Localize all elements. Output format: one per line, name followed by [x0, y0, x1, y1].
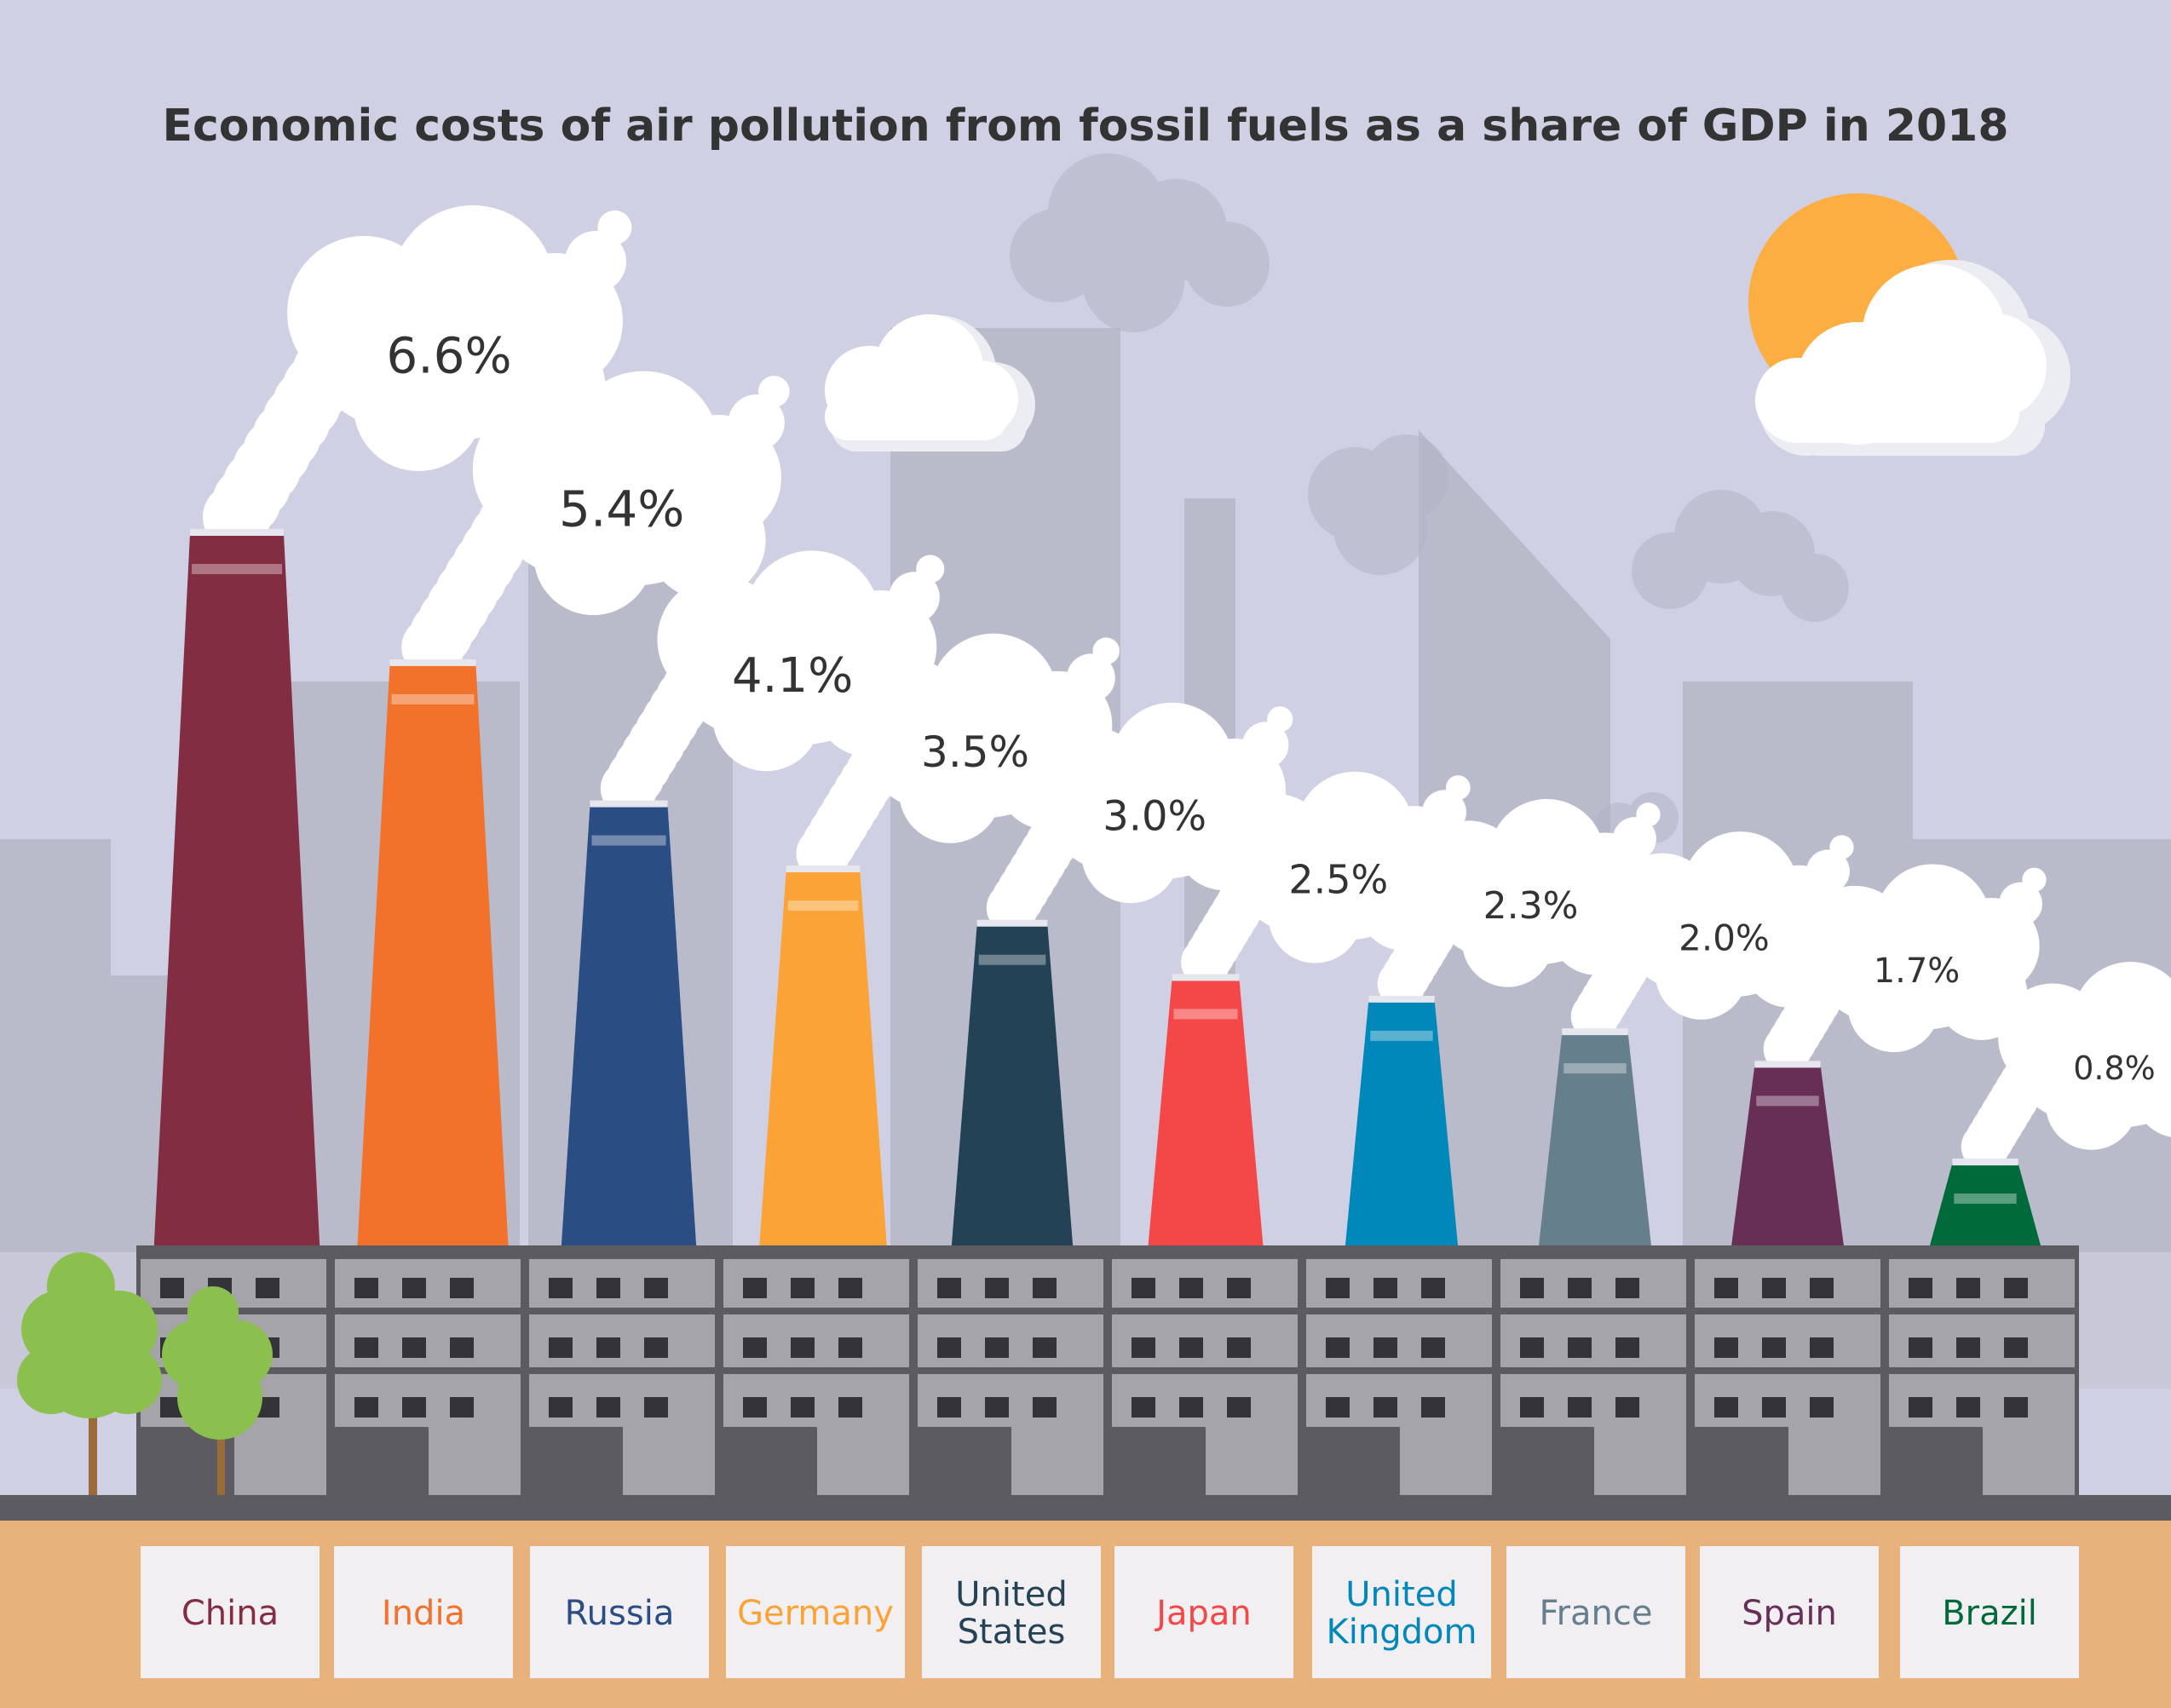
- chimney-cap: [190, 529, 284, 536]
- chimney-bar: [561, 805, 697, 1251]
- chimney-cap: [389, 658, 476, 666]
- chimney-bar: [758, 871, 888, 1251]
- chart-title: Economic costs of air pollution from fos…: [162, 101, 2008, 152]
- country-label: France: [1539, 1594, 1652, 1633]
- chimney-band: [591, 835, 666, 846]
- factory-building: [1885, 1252, 2079, 1495]
- chimney-band: [391, 693, 475, 704]
- value-label: 2.0%: [1679, 917, 1770, 958]
- factory-building: [1302, 1252, 1496, 1495]
- trees: [17, 1252, 273, 1495]
- chimney-bar: [1345, 1000, 1459, 1251]
- chimney-band: [978, 954, 1046, 965]
- country-label: India: [382, 1594, 465, 1633]
- factory-roof: [136, 1245, 2079, 1254]
- chimney-cap: [1172, 974, 1240, 981]
- country-label-box: [530, 1546, 709, 1678]
- chimney-cap: [786, 866, 861, 873]
- factory-building: [525, 1252, 719, 1495]
- chimney-bar: [1538, 1033, 1652, 1251]
- smoke-cloud-icon: [986, 702, 1293, 934]
- smoke-cloud-icon: [1763, 864, 2047, 1073]
- ground-line: [0, 1495, 2171, 1521]
- chimney-cap: [1368, 995, 1435, 1003]
- country-label: China: [181, 1594, 279, 1633]
- chimney-band: [192, 564, 282, 574]
- chimney-bar: [1148, 979, 1264, 1251]
- value-label: 5.4%: [559, 480, 684, 538]
- chimney-band: [1370, 1030, 1433, 1041]
- country-label-box: [726, 1546, 905, 1678]
- country-label: Japan: [1154, 1594, 1252, 1633]
- factory-building: [913, 1252, 1108, 1495]
- chimney-band: [1173, 1009, 1238, 1020]
- cloud-icon: [1755, 260, 2070, 456]
- chimney-cap: [1754, 1061, 1821, 1068]
- chimney-bar: [1928, 1164, 2042, 1251]
- chimney-bar: [153, 534, 320, 1251]
- smoke-cloud-icon: [1377, 798, 1661, 1009]
- value-labels: 6.6% 5.4% 4.1% 3.5% 3.0% 2.5% 2.3% 2.0% 1.7% 0.8%: [386, 326, 2155, 1087]
- factory-building: [1690, 1252, 1885, 1495]
- chimney-layer: [153, 529, 2042, 1251]
- country-label-box: [1700, 1546, 1879, 1678]
- chimney-cap: [590, 800, 668, 808]
- chimney-cap: [1562, 1028, 1628, 1036]
- smoke-cloud-icon: [1961, 962, 2171, 1171]
- country-label-box: [1312, 1546, 1491, 1678]
- value-label: 1.7%: [1874, 952, 1961, 991]
- smoke-cloud-icon: [1181, 771, 1471, 987]
- country-label: Germany: [737, 1594, 894, 1633]
- chimney-bar: [357, 664, 509, 1251]
- smoke-cloud-icon: [1570, 831, 1854, 1041]
- value-label: 0.8%: [2073, 1050, 2156, 1087]
- chimney-bar: [951, 924, 1074, 1251]
- chimney-bar: [1730, 1066, 1845, 1251]
- chimney-cap: [976, 919, 1048, 927]
- chimney-band: [787, 900, 859, 912]
- factory-building: [331, 1252, 525, 1495]
- value-label: 6.6%: [386, 326, 511, 384]
- country-label-box: [141, 1546, 320, 1678]
- factory-building: [1496, 1252, 1690, 1495]
- country-label-box: [334, 1546, 513, 1678]
- country-label-box: [922, 1546, 1101, 1678]
- value-label: 4.1%: [732, 648, 853, 704]
- value-label: 3.0%: [1103, 792, 1206, 840]
- factory-row: [136, 1245, 2079, 1495]
- factory-building: [1108, 1252, 1302, 1495]
- country-label: United States: [955, 1575, 1067, 1652]
- chimney-band: [1563, 1063, 1627, 1074]
- country-labels: China India Russia Germany United States Japan…: [141, 1546, 2079, 1678]
- cloud-icon: [825, 314, 1035, 451]
- country-label: Brazil: [1942, 1594, 2037, 1633]
- value-label: 2.3%: [1483, 884, 1579, 928]
- smoke-cloud-icon: [401, 371, 790, 679]
- chimney-cap: [1952, 1159, 2018, 1166]
- country-label: United Kingdom: [1327, 1575, 1477, 1652]
- factory-building: [719, 1252, 913, 1495]
- value-label: 2.5%: [1288, 857, 1388, 903]
- tree-icon: [162, 1286, 273, 1495]
- country-label-box: [1900, 1546, 2079, 1678]
- value-label: 3.5%: [921, 727, 1029, 777]
- chimney-band: [1954, 1193, 2017, 1205]
- country-label: Spain: [1742, 1594, 1837, 1633]
- chimney-band: [1756, 1096, 1819, 1107]
- tree-icon: [17, 1252, 162, 1495]
- smoke-layer: [203, 205, 2171, 1171]
- country-label-box: [1114, 1546, 1293, 1678]
- country-label-box: [1506, 1546, 1685, 1678]
- country-label: Russia: [565, 1594, 675, 1633]
